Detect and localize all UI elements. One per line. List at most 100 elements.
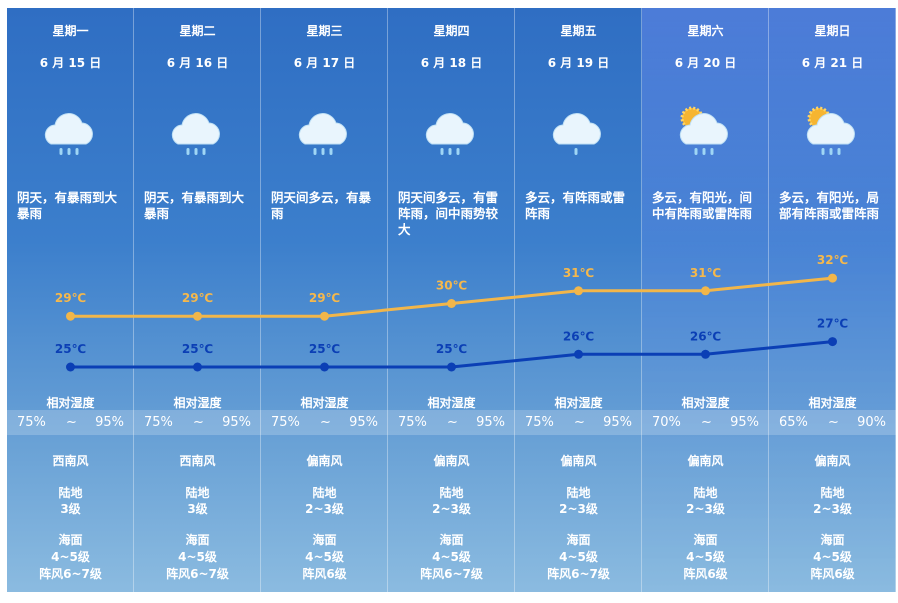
- wind-direction: 偏南风: [814, 454, 851, 468]
- high-temp-label: 30℃: [436, 279, 467, 293]
- humidity-min: 75%: [398, 415, 427, 430]
- description: 阴天间多云，有暴雨: [271, 190, 372, 221]
- cloud: [552, 113, 601, 145]
- humidity-max: 95%: [222, 415, 251, 430]
- low-temp-label: 26℃: [563, 329, 594, 343]
- high-temp-label: 31℃: [690, 266, 721, 280]
- weather-icon: [806, 106, 855, 155]
- rain-drop: [694, 148, 698, 155]
- humidity-min: 75%: [271, 415, 300, 430]
- description: 多云，有阳光，局部有阵雨或雷阵雨: [779, 190, 880, 221]
- high-temp-point: [193, 311, 202, 321]
- humidity-row: 75% ~95%: [515, 410, 642, 435]
- rain-drop: [59, 148, 63, 155]
- sea-level: 4~5级: [305, 550, 344, 564]
- humidity-tilde: ~: [574, 415, 585, 430]
- land-level: 3级: [187, 502, 208, 516]
- humidity-min: 70%: [652, 415, 681, 430]
- rain-drop: [829, 148, 833, 155]
- cloud: [679, 113, 728, 145]
- description: 阴天间多云，有雷阵雨，间中雨势较大: [398, 190, 499, 237]
- low-temp-point: [320, 362, 329, 372]
- low-temp-label: 26℃: [690, 329, 721, 343]
- cloud: [171, 113, 220, 145]
- high-temp-label: 29℃: [309, 291, 340, 305]
- humidity-row: 70% ~95%: [642, 410, 769, 435]
- high-temp-point: [447, 299, 456, 308]
- land-level: 2~3级: [686, 502, 725, 516]
- humidity-row: 75% ~95%: [7, 410, 134, 435]
- description: 多云，有阵雨或雷阵雨: [525, 190, 626, 221]
- day-column: 星期一 6 月 15 日阴天，有暴雨到大暴雨 相对湿度 75% ~95% 西南风 陆地 3级海…: [7, 8, 134, 592]
- weather-icon: [44, 113, 93, 155]
- wind-direction: 西南风: [52, 454, 89, 468]
- humidity-row: 75% ~95%: [134, 410, 261, 435]
- sea-label: 海面: [693, 533, 718, 547]
- humidity-max: 95%: [603, 415, 632, 430]
- sea-label: 海面: [820, 533, 845, 547]
- weather-icon: [552, 113, 601, 155]
- humidity-tilde: ~: [320, 415, 331, 430]
- high-temp-label: 29℃: [55, 291, 86, 305]
- temperature-chart: 29℃ 29℃ 29℃ 30℃ 31℃ 31℃ 32℃ 25℃ 25℃ 25℃ 25℃ 26℃ 26℃ 2…: [55, 253, 848, 372]
- humidity-label: 相对湿度: [808, 396, 857, 410]
- weekday: 星期日: [814, 24, 851, 38]
- high-temp-point: [66, 311, 75, 321]
- high-temp-label: 31℃: [563, 266, 594, 280]
- humidity-label: 相对湿度: [173, 396, 222, 410]
- land-label: 陆地: [185, 486, 210, 500]
- low-temp-label: 25℃: [182, 342, 213, 356]
- weekday: 星期三: [306, 24, 343, 38]
- rain-drop: [702, 148, 706, 155]
- rain-drop: [456, 148, 460, 155]
- cloud: [44, 113, 93, 145]
- date: 6 月 19 日: [547, 56, 610, 70]
- low-temp-label: 25℃: [55, 342, 86, 356]
- sea-label: 海面: [439, 533, 464, 547]
- high-temp-point: [828, 273, 837, 283]
- gust: 阵风6级: [683, 567, 728, 581]
- humidity-label: 相对湿度: [427, 396, 476, 410]
- gust: 阵风6~7级: [547, 567, 610, 581]
- weekday: 星期六: [687, 24, 724, 38]
- land-level: 2~3级: [432, 502, 471, 516]
- humidity-max: 95%: [349, 415, 378, 430]
- day-column: 星期六 6 月 20 日多云，有阳光，间中有阵雨或雷阵雨 相对湿度 70% ~95% 偏南…: [642, 8, 769, 592]
- weekday: 星期四: [433, 24, 470, 38]
- humidity-min: 75%: [525, 415, 554, 430]
- rain-drop: [186, 148, 190, 155]
- humidity-max: 95%: [730, 415, 759, 430]
- date: 6 月 17 日: [293, 56, 356, 70]
- wind-direction: 西南风: [179, 454, 216, 468]
- wind-direction: 偏南风: [433, 454, 470, 468]
- date: 6 月 16 日: [166, 56, 229, 70]
- low-temp-point: [828, 337, 837, 347]
- high-temp-label: 29℃: [182, 291, 213, 305]
- humidity-max: 95%: [476, 415, 505, 430]
- wind-direction: 偏南风: [560, 454, 597, 468]
- gust: 阵风6~7级: [39, 567, 102, 581]
- humidity-min: 65%: [779, 415, 808, 430]
- sea-label: 海面: [566, 533, 591, 547]
- rain-drop: [837, 148, 841, 155]
- gust: 阵风6级: [810, 567, 855, 581]
- land-level: 2~3级: [813, 502, 852, 516]
- sea-label: 海面: [58, 533, 83, 547]
- sea-level: 4~5级: [559, 550, 598, 564]
- description: 阴天，有暴雨到大暴雨: [17, 190, 118, 221]
- forecast-panel: 星期一 6 月 15 日阴天，有暴雨到大暴雨 相对湿度 75% ~95% 西南风 陆地 3级海…: [7, 8, 896, 592]
- land-level: 2~3级: [559, 502, 598, 516]
- day-column: 星期五 6 月 19 日多云，有阵雨或雷阵雨 相对湿度 75% ~95% 偏南风 陆地 2~3…: [515, 8, 642, 592]
- rain-drop: [321, 148, 325, 155]
- humidity-label: 相对湿度: [300, 396, 349, 410]
- low-temp-point: [574, 349, 583, 359]
- day-column: 星期日 6 月 21 日多云，有阳光，局部有阵雨或雷阵雨 相对湿度 65% ~90% 偏南…: [769, 8, 896, 592]
- humidity-tilde: ~: [66, 415, 77, 430]
- gust: 阵风6~7级: [420, 567, 483, 581]
- rain-drop: [821, 148, 825, 155]
- date: 6 月 18 日: [420, 56, 483, 70]
- land-level: 2~3级: [305, 502, 344, 516]
- rain-drop: [574, 148, 578, 155]
- description: 阴天，有暴雨到大暴雨: [144, 190, 245, 221]
